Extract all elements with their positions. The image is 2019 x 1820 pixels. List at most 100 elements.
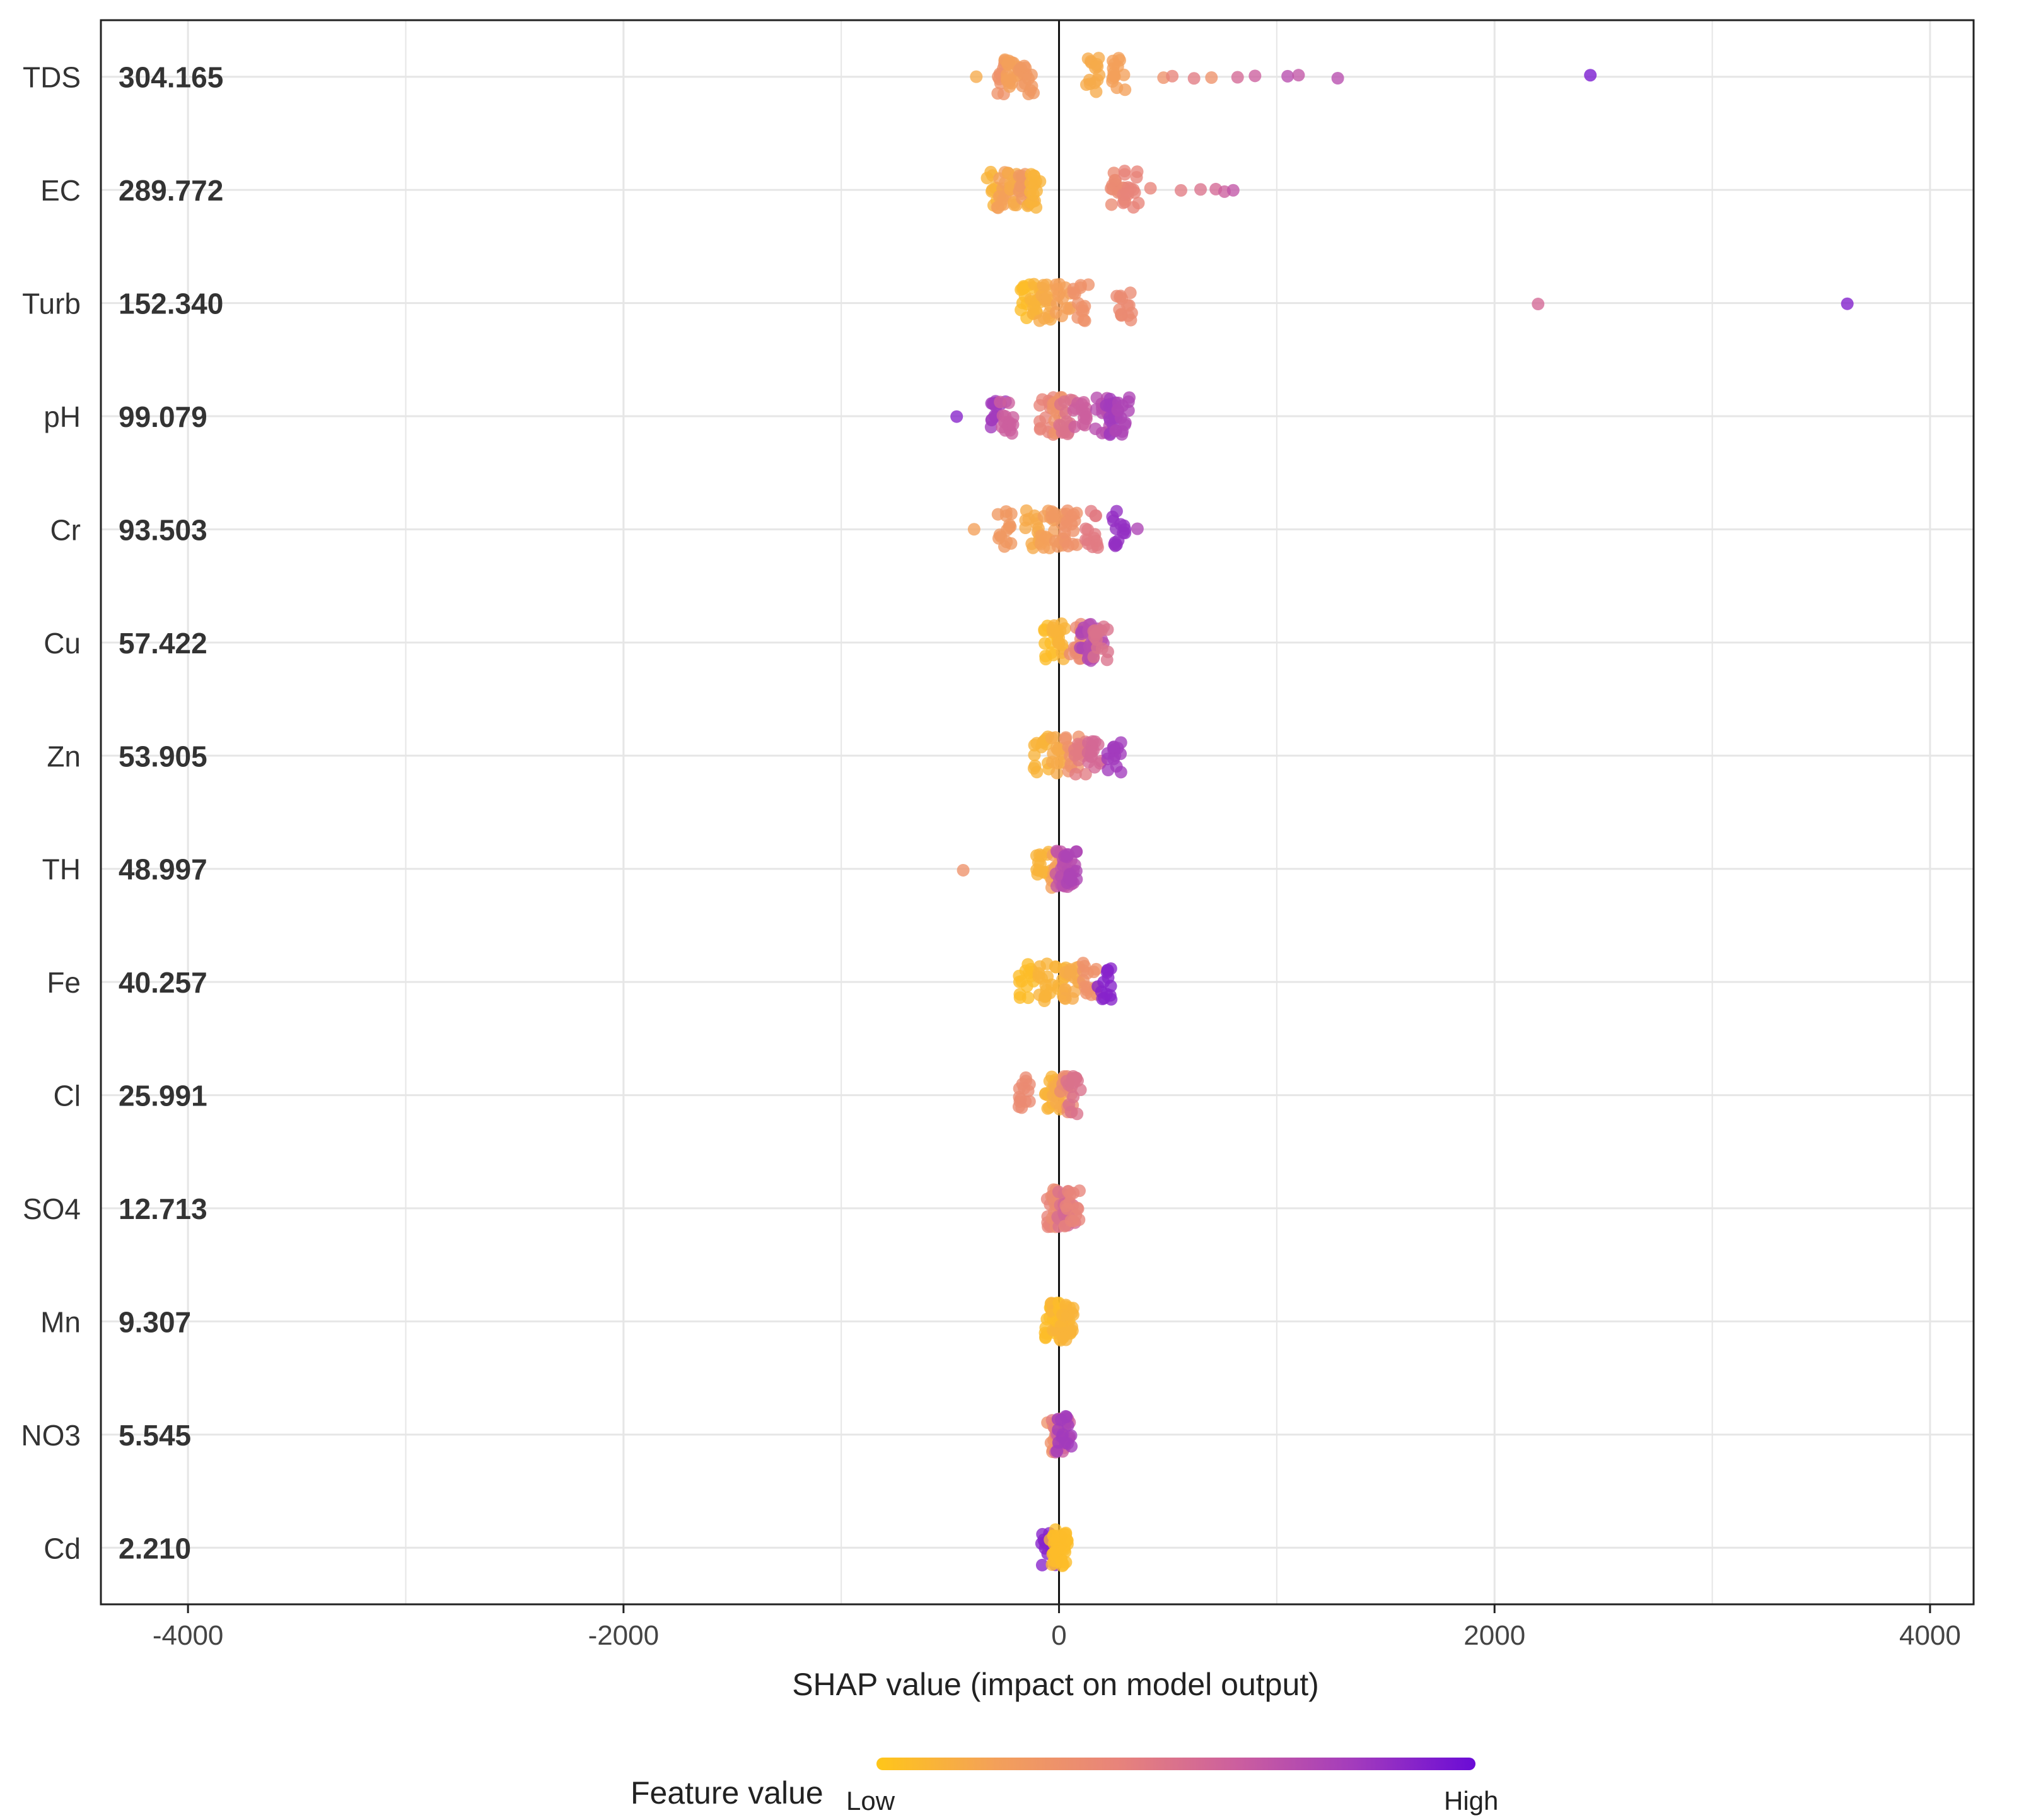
data-point bbox=[1079, 986, 1093, 1000]
mean-shap-label: 25.991 bbox=[119, 1080, 207, 1112]
mean-shap-label: 40.257 bbox=[119, 966, 207, 999]
data-point bbox=[1101, 645, 1114, 658]
data-point bbox=[1066, 1302, 1079, 1315]
data-point bbox=[1062, 302, 1076, 315]
data-point bbox=[1078, 300, 1091, 313]
data-point bbox=[991, 508, 1004, 521]
y-tick-label: TH bbox=[42, 853, 81, 886]
data-point bbox=[1174, 184, 1187, 197]
data-point bbox=[1056, 1308, 1069, 1321]
data-point bbox=[1054, 419, 1068, 433]
data-point bbox=[998, 53, 1011, 66]
mean-shap-label: 304.165 bbox=[119, 61, 223, 94]
y-tick-label: pH bbox=[44, 400, 81, 433]
mean-shap-label: 9.307 bbox=[119, 1305, 191, 1338]
data-point bbox=[1085, 745, 1098, 758]
data-point bbox=[1101, 752, 1114, 766]
data-point bbox=[1116, 425, 1129, 438]
data-point bbox=[1068, 420, 1081, 433]
legend-low-label: Low bbox=[846, 1786, 895, 1816]
y-tick-label: NO3 bbox=[21, 1419, 81, 1452]
data-point bbox=[1062, 848, 1075, 861]
data-point bbox=[1112, 52, 1126, 65]
data-point bbox=[1064, 1105, 1078, 1119]
data-point bbox=[1108, 173, 1122, 187]
data-point bbox=[1068, 514, 1081, 527]
data-point bbox=[1066, 1071, 1079, 1085]
data-point bbox=[1076, 974, 1090, 987]
mean-shap-label: 57.422 bbox=[119, 627, 207, 660]
data-point bbox=[1144, 182, 1157, 195]
data-point bbox=[994, 395, 1007, 409]
data-point bbox=[1059, 983, 1072, 996]
data-point bbox=[1078, 411, 1091, 424]
mean-shap-label: 2.210 bbox=[119, 1532, 191, 1565]
data-point bbox=[1104, 979, 1117, 993]
data-point bbox=[1088, 76, 1102, 90]
data-point bbox=[1074, 1083, 1087, 1097]
data-point bbox=[1105, 993, 1118, 1006]
data-point bbox=[1021, 991, 1035, 1005]
data-point bbox=[1132, 197, 1145, 210]
data-point bbox=[1090, 403, 1103, 416]
data-point bbox=[1020, 504, 1033, 517]
data-point bbox=[1018, 1082, 1031, 1095]
data-point bbox=[1004, 537, 1018, 550]
legend-high-label: High bbox=[1444, 1786, 1498, 1816]
data-point bbox=[1131, 165, 1144, 178]
y-tick-label: EC bbox=[40, 174, 81, 207]
data-point bbox=[1049, 960, 1062, 973]
data-point bbox=[1231, 71, 1244, 84]
data-point bbox=[1013, 1095, 1027, 1108]
data-point bbox=[1052, 1423, 1065, 1437]
data-point bbox=[950, 410, 963, 423]
data-point bbox=[1122, 299, 1136, 312]
data-point bbox=[1205, 71, 1218, 85]
data-point bbox=[1027, 187, 1040, 201]
data-point bbox=[1117, 526, 1130, 539]
y-tick-label: TDS bbox=[23, 61, 81, 94]
x-tick-label: -4000 bbox=[153, 1620, 224, 1651]
data-point bbox=[1114, 736, 1127, 749]
y-tick-label: Cu bbox=[44, 627, 81, 660]
x-tick-label: 4000 bbox=[1899, 1620, 1961, 1651]
data-point bbox=[1166, 69, 1179, 83]
data-point bbox=[1061, 1184, 1074, 1198]
data-point bbox=[1194, 183, 1207, 196]
data-point bbox=[1028, 749, 1041, 762]
data-point bbox=[1078, 960, 1091, 973]
y-tick-label: SO4 bbox=[23, 1193, 81, 1225]
data-point bbox=[1089, 627, 1102, 641]
y-tick-label: Turb bbox=[22, 288, 81, 320]
data-point bbox=[1051, 1413, 1064, 1426]
data-point bbox=[1066, 1321, 1079, 1334]
y-tick-label: Cd bbox=[44, 1532, 81, 1565]
data-point bbox=[1069, 767, 1082, 781]
data-point bbox=[1087, 965, 1100, 979]
data-point bbox=[1079, 767, 1092, 781]
mean-shap-label: 289.772 bbox=[119, 174, 223, 207]
data-point bbox=[1072, 754, 1085, 767]
data-point bbox=[1090, 509, 1103, 522]
data-point bbox=[1073, 1184, 1086, 1198]
data-point bbox=[1841, 297, 1854, 310]
mean-shap-label: 99.079 bbox=[119, 400, 207, 433]
data-point bbox=[1105, 198, 1118, 211]
legend-title: Feature value bbox=[631, 1775, 823, 1811]
data-point bbox=[1032, 967, 1045, 980]
data-point bbox=[1187, 72, 1201, 85]
data-point bbox=[1068, 744, 1081, 757]
data-point bbox=[1281, 69, 1295, 83]
data-point bbox=[1050, 1096, 1063, 1109]
data-point bbox=[1047, 1529, 1060, 1543]
data-point bbox=[1112, 396, 1125, 409]
data-point bbox=[1532, 298, 1545, 311]
data-point bbox=[1002, 166, 1015, 180]
data-point bbox=[967, 523, 980, 536]
x-tick-label: -2000 bbox=[588, 1620, 660, 1651]
data-point bbox=[1121, 188, 1134, 201]
data-point bbox=[1090, 391, 1103, 404]
mean-shap-label: 12.713 bbox=[119, 1193, 207, 1225]
